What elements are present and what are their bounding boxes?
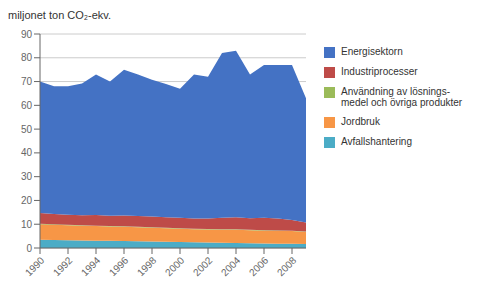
html-text:Avfallshantering: Avfallshantering [341,136,412,147]
svg-text:0: 0 [26,243,32,254]
svg-text:70: 70 [21,76,33,87]
html-text:Industriprocesser: Industriprocesser [341,66,418,77]
svg-text:90: 90 [21,29,33,40]
svg-text:1990: 1990 [23,254,47,278]
svg-text:1998: 1998 [135,254,159,278]
svg-text:10: 10 [21,219,33,230]
svg-text:60: 60 [21,100,33,111]
svg-text:1996: 1996 [107,254,131,278]
svg-text:50: 50 [21,124,33,135]
html-text:Användning av lösnings-: Användning av lösnings- [341,86,450,97]
svg-text:80: 80 [21,52,33,63]
svg-text:2004: 2004 [219,254,243,278]
html-text:Energisektorn: Energisektorn [341,46,403,57]
svg-text:1992: 1992 [51,254,75,278]
svg-text:30: 30 [21,171,33,182]
html-text:Jordbruk: Jordbruk [341,116,380,127]
html-text:miljonet ton CO₂-ekv.: miljonet ton CO₂-ekv. [8,9,112,21]
svg-text:2008: 2008 [275,254,299,278]
svg-text:2000: 2000 [163,254,187,278]
html-text:medel och övriga produkter: medel och övriga produkter [341,97,463,108]
svg-text:2006: 2006 [247,254,271,278]
svg-text:1994: 1994 [79,254,103,278]
svg-text:20: 20 [21,195,33,206]
svg-text:40: 40 [21,147,33,158]
svg-text:2002: 2002 [191,254,215,278]
